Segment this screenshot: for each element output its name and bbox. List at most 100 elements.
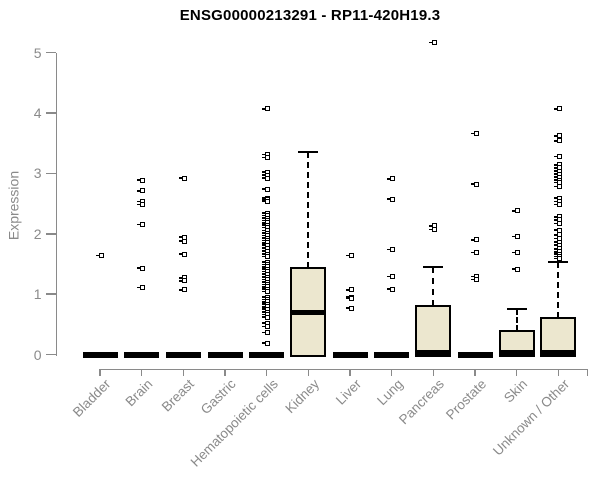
median-skin: [498, 350, 535, 356]
outlier-point-liver: [345, 287, 354, 293]
outlier-point-unknown-other: [553, 154, 562, 160]
x-tick: [349, 368, 351, 376]
x-tick-label: Breast: [159, 376, 198, 415]
outlier-point-lung: [387, 286, 396, 292]
outlier-point-brain: [137, 285, 146, 290]
outlier-point-brain: [137, 188, 146, 194]
outlier-point-hematopoietic-cells: [262, 106, 271, 112]
collapsed-box-gastric: [207, 351, 243, 358]
outlier-point-prostate: [470, 237, 479, 243]
outlier-point-hematopoietic-cells: [262, 314, 271, 320]
median-kidney: [290, 309, 327, 315]
whisker-unknown-other: [557, 262, 560, 319]
collapsed-box-prostate: [457, 351, 493, 358]
outlier-point-hematopoietic-cells: [262, 330, 271, 336]
outlier-point-pancreas: [428, 227, 437, 233]
outlier-point-unknown-other: [553, 256, 562, 262]
x-tick: [265, 368, 268, 376]
outlier-point-lung: [387, 176, 396, 182]
outlier-point-unknown-other: [553, 133, 562, 139]
outlier-point-breast: [178, 238, 187, 244]
x-tick: [390, 368, 393, 376]
y-tick-label: 0: [33, 346, 42, 363]
whisker-pancreas: [432, 266, 435, 307]
whisker-kidney: [307, 151, 310, 268]
collapsed-box-liver: [332, 351, 368, 358]
outlier-point-hematopoietic-cells: [262, 155, 271, 161]
y-tick-label: 5: [33, 44, 42, 61]
outlier-point-unknown-other: [553, 221, 562, 227]
outlier-point-lung: [387, 246, 396, 252]
outlier-point-bladder: [95, 253, 104, 258]
x-tick-label: Gastric: [198, 376, 239, 418]
outlier-point-brain: [137, 265, 146, 271]
y-tick-label: 1: [33, 286, 42, 303]
x-tick-label: Prostate: [442, 376, 489, 423]
x-tick: [140, 368, 143, 376]
y-tick-label: 3: [33, 165, 42, 182]
x-tick-label: Bladder: [70, 376, 114, 420]
whisker-skin: [515, 309, 518, 331]
outlier-point-hematopoietic-cells: [262, 324, 271, 330]
y-tick: [46, 112, 56, 114]
outlier-point-liver: [345, 305, 354, 311]
x-tick: [307, 368, 310, 376]
outlier-point-hematopoietic-cells: [262, 175, 271, 181]
outlier-point-skin: [512, 234, 521, 240]
outlier-point-prostate: [470, 277, 479, 283]
y-tick: [46, 51, 56, 54]
x-tick-label: Lung: [373, 376, 406, 409]
y-tick-label: 4: [33, 105, 42, 122]
outlier-point-breast: [178, 278, 187, 284]
whisker-cap-skin: [506, 308, 527, 311]
outlier-point-hematopoietic-cells: [262, 340, 271, 346]
whisker-cap-pancreas: [423, 265, 444, 268]
outlier-point-brain: [137, 222, 146, 228]
collapsed-box-bladder: [82, 351, 118, 358]
x-tick: [515, 368, 518, 376]
x-tick-label: Liver: [332, 376, 364, 408]
chart-title: ENSG00000213291 - RP11-420H19.3: [179, 7, 441, 24]
y-tick: [46, 353, 56, 356]
outlier-point-liver: [345, 295, 354, 301]
outlier-point-skin: [512, 249, 521, 255]
y-tick: [46, 172, 56, 175]
collapsed-box-hematopoietic-cells: [249, 351, 285, 358]
median-unknown-other: [540, 350, 577, 356]
y-tick-label: 2: [33, 225, 42, 242]
x-tick-label: Skin: [501, 376, 531, 406]
x-tick: [432, 368, 435, 376]
outlier-point-skin: [512, 208, 521, 214]
x-tick-label: Unknown / Other: [490, 376, 573, 459]
outlier-point-lung: [387, 196, 396, 202]
y-axis-title: Expression: [5, 170, 22, 241]
outlier-point-skin: [512, 266, 521, 272]
x-axis-line: [98, 368, 588, 370]
outlier-point-unknown-other: [553, 138, 562, 144]
outlier-point-prostate: [470, 181, 479, 187]
outlier-point-lung: [387, 274, 396, 280]
collapsed-box-breast: [165, 351, 201, 358]
median-pancreas: [415, 350, 452, 356]
outlier-point-hematopoietic-cells: [262, 186, 271, 192]
outlier-point-unknown-other: [553, 227, 562, 233]
y-tick: [46, 233, 56, 235]
outlier-point-brain: [137, 177, 146, 183]
outlier-point-prostate: [470, 131, 479, 137]
x-tick-label: Kidney: [282, 376, 323, 417]
x-tick: [474, 368, 476, 376]
x-tick: [99, 368, 101, 376]
x-axis-end-tick: [586, 368, 588, 376]
box-pancreas: [415, 305, 452, 358]
collapsed-box-lung: [374, 351, 410, 358]
x-tick: [224, 368, 226, 376]
y-tick: [46, 293, 56, 295]
x-tick: [182, 368, 185, 376]
outlier-point-prostate: [470, 249, 479, 255]
outlier-point-breast: [178, 251, 187, 257]
outlier-point-breast: [178, 287, 187, 293]
outlier-point-hematopoietic-cells: [262, 289, 271, 295]
outlier-point-hematopoietic-cells: [262, 199, 271, 205]
y-axis-line: [55, 52, 57, 356]
